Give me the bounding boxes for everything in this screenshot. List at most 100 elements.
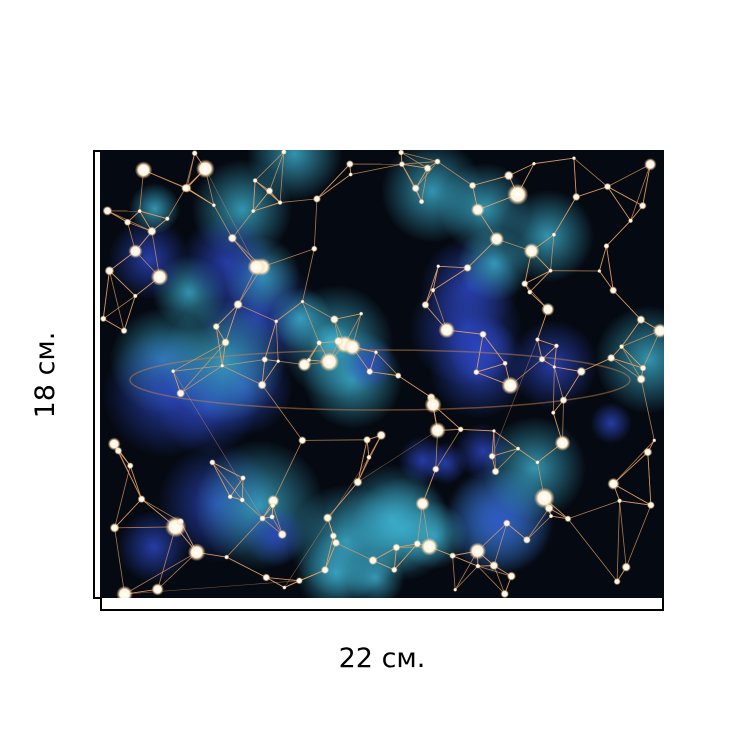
connection-line bbox=[129, 465, 142, 500]
connection-line bbox=[375, 352, 399, 376]
connection-line bbox=[117, 450, 142, 500]
connection-line bbox=[261, 248, 315, 268]
glow-blob bbox=[336, 464, 449, 577]
network-node bbox=[345, 160, 354, 168]
connection-line bbox=[425, 266, 439, 305]
connection-line bbox=[272, 440, 303, 502]
connection-line bbox=[103, 295, 136, 320]
network-node bbox=[311, 245, 318, 253]
connection-line bbox=[482, 334, 506, 364]
network-node bbox=[463, 263, 472, 273]
connection-line bbox=[173, 365, 223, 372]
connection-line bbox=[625, 505, 652, 568]
connection-line bbox=[576, 186, 608, 198]
connection-line bbox=[241, 499, 263, 519]
network-node bbox=[609, 286, 618, 295]
network-node bbox=[535, 460, 540, 465]
network-node bbox=[373, 350, 379, 355]
connection-line bbox=[598, 245, 607, 272]
connection-line bbox=[398, 375, 432, 398]
network-node bbox=[170, 368, 176, 374]
network-node bbox=[468, 181, 477, 190]
connection-line bbox=[401, 163, 428, 169]
connection-line bbox=[264, 321, 277, 360]
connection-line bbox=[172, 371, 263, 519]
connection-line bbox=[222, 365, 263, 386]
connection-line bbox=[493, 430, 519, 449]
network-node bbox=[531, 161, 537, 166]
network-node bbox=[363, 435, 372, 444]
network-node bbox=[126, 462, 134, 470]
width-label: 22 см. bbox=[339, 643, 426, 674]
connection-line bbox=[606, 245, 614, 291]
connection-line bbox=[526, 515, 552, 541]
connection-line bbox=[553, 345, 557, 367]
network-node bbox=[187, 543, 206, 562]
network-node bbox=[643, 447, 653, 457]
network-node bbox=[522, 535, 531, 544]
network-node bbox=[453, 587, 458, 592]
network-node bbox=[503, 170, 514, 181]
connection-line bbox=[302, 248, 315, 302]
network-node bbox=[267, 494, 280, 507]
glow-blob bbox=[129, 183, 181, 235]
network-node bbox=[424, 396, 442, 414]
network-node bbox=[358, 311, 364, 316]
glow-blob bbox=[180, 215, 274, 308]
network-node bbox=[261, 356, 269, 363]
network-node bbox=[429, 422, 446, 439]
connection-line bbox=[324, 535, 334, 571]
connection-line bbox=[477, 565, 512, 577]
network-node bbox=[250, 208, 256, 214]
network-node bbox=[571, 156, 577, 161]
network-node bbox=[276, 359, 281, 364]
connection-line bbox=[491, 339, 538, 457]
network-node bbox=[300, 299, 305, 304]
network-node bbox=[468, 542, 487, 560]
network-node bbox=[181, 183, 190, 193]
connection-line bbox=[435, 429, 462, 470]
network-node bbox=[538, 355, 546, 363]
network-node bbox=[104, 265, 115, 276]
connection-line bbox=[279, 151, 285, 203]
network-node bbox=[552, 364, 557, 369]
network-node bbox=[652, 438, 657, 443]
connection-line bbox=[621, 319, 642, 347]
connection-line bbox=[524, 270, 551, 285]
glow-blob bbox=[590, 402, 632, 444]
connection-line bbox=[335, 542, 374, 561]
network-node bbox=[628, 218, 634, 224]
connection-line bbox=[114, 498, 142, 529]
connection-line bbox=[226, 518, 263, 558]
network-node bbox=[534, 337, 540, 343]
connection-line bbox=[619, 500, 627, 568]
network-node bbox=[306, 357, 312, 363]
network-node bbox=[603, 182, 612, 191]
network-node bbox=[277, 529, 288, 540]
connection-line bbox=[552, 366, 555, 413]
network-node bbox=[491, 428, 496, 433]
network-node bbox=[613, 577, 621, 586]
network-node bbox=[621, 562, 631, 572]
network-node bbox=[348, 172, 353, 177]
connection-line bbox=[272, 505, 283, 535]
connection-line bbox=[213, 205, 233, 239]
network-node bbox=[220, 363, 225, 368]
connection-line bbox=[302, 301, 335, 320]
network-node bbox=[548, 268, 553, 273]
network-node bbox=[475, 563, 481, 569]
network-node bbox=[312, 194, 321, 203]
connection-line bbox=[357, 439, 368, 483]
height-label: 18 см. bbox=[30, 332, 61, 419]
network-node bbox=[274, 319, 279, 324]
connection-line bbox=[401, 152, 438, 162]
network-node bbox=[501, 376, 520, 395]
network-node bbox=[176, 517, 185, 526]
network-node bbox=[134, 161, 153, 179]
network-node bbox=[646, 501, 655, 510]
network-node bbox=[606, 353, 616, 363]
network-node bbox=[221, 338, 230, 347]
glow-blob bbox=[439, 162, 531, 255]
network-node bbox=[257, 380, 267, 390]
